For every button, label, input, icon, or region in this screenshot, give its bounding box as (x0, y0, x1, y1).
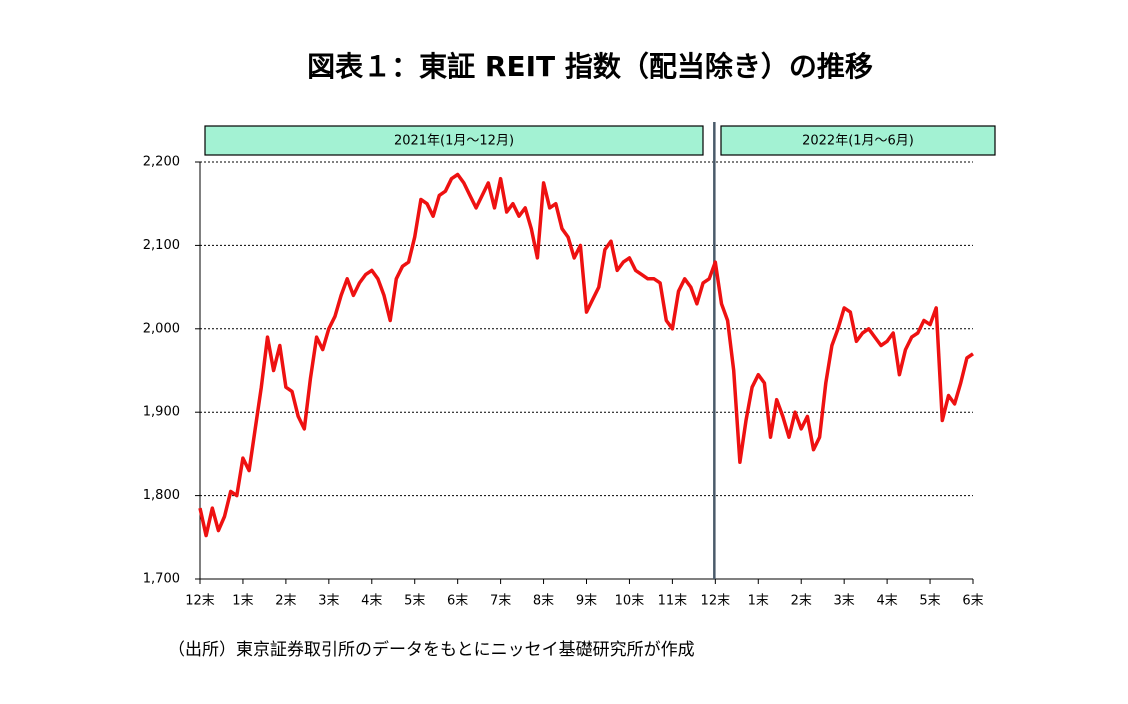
x-tick-label: 3末 (318, 594, 339, 609)
x-tick-label: 12末 (701, 594, 731, 609)
x-tick-label: 6末 (447, 594, 468, 609)
period-label: 2021年(1月～12月) (394, 134, 514, 149)
y-tick-label: 1,800 (143, 488, 180, 503)
x-tick-label: 7末 (490, 594, 511, 609)
chart-title: 図表１：東証 REIT 指数（配当除き）の推移 (307, 50, 873, 83)
y-tick-label: 2,100 (143, 238, 180, 253)
y-tick-label: 2,000 (143, 321, 180, 336)
x-tick-label: 9末 (576, 594, 597, 609)
x-tick-label: 6末 (962, 594, 983, 609)
period-box (204, 125, 704, 156)
source-note: （出所）東京証券取引所のデータをもとにニッセイ基礎研究所が作成 (168, 639, 695, 660)
y-tick-label: 1,700 (143, 572, 180, 587)
y-tick-label: 1,900 (143, 405, 180, 420)
x-tick-label: 10末 (615, 594, 645, 609)
index-line (198, 172, 974, 538)
x-tick-label: 1末 (232, 594, 253, 609)
period-box (720, 125, 996, 156)
x-tick-label: 2末 (791, 594, 812, 609)
x-tick-label: 5末 (919, 594, 940, 609)
y-tick-label: 2,200 (143, 155, 180, 170)
x-tick-label: 12末 (185, 594, 215, 609)
x-tick-label: 4末 (876, 594, 897, 609)
period-label: 2022年(1月～6月) (802, 134, 914, 149)
x-tick-label: 8末 (533, 594, 554, 609)
x-tick-label: 5末 (404, 594, 425, 609)
x-tick-label: 1末 (748, 594, 769, 609)
x-tick-label: 3末 (834, 594, 855, 609)
x-tick-label: 2末 (275, 594, 296, 609)
x-tick-label: 11末 (658, 594, 688, 609)
x-tick-label: 4末 (361, 594, 382, 609)
